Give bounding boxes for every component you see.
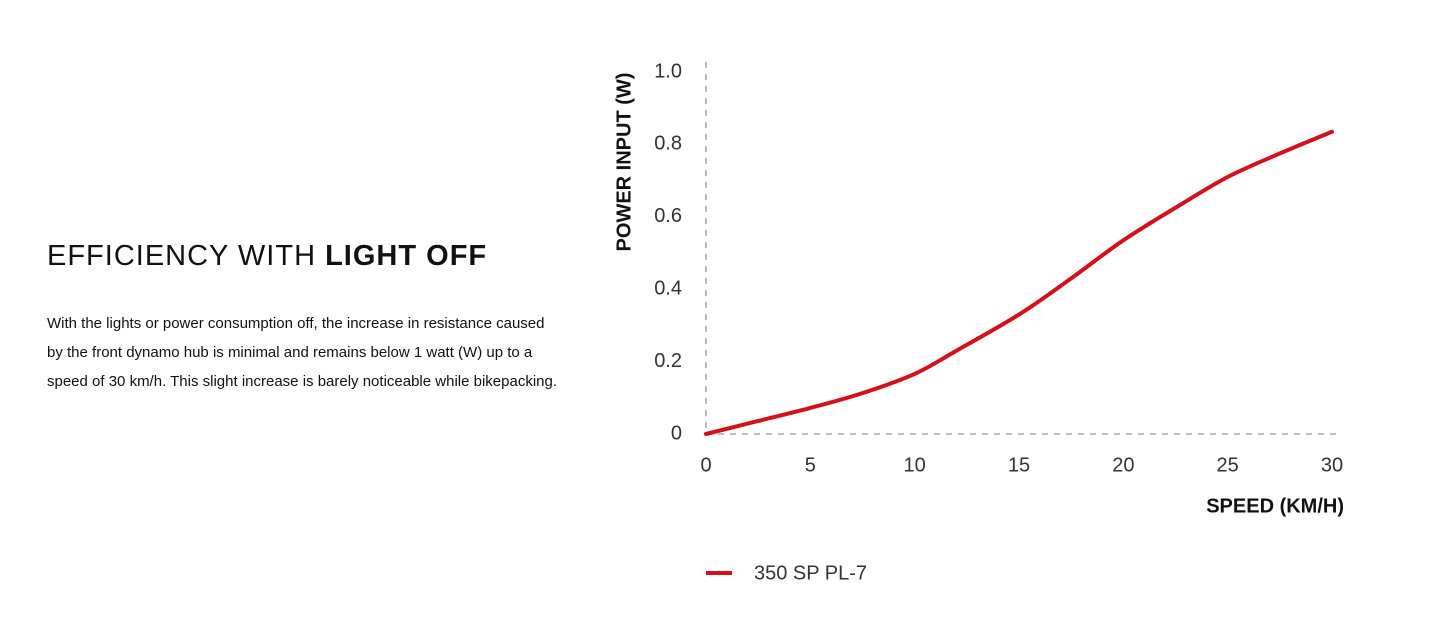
x-axis-label: SPEED (KM/H)	[1206, 495, 1344, 517]
line	[704, 129, 1334, 436]
heading: EFFICIENCY WITH LIGHT OFF	[47, 240, 557, 273]
y-tick-label: 0.4	[654, 277, 682, 299]
text-block: EFFICIENCY WITH LIGHT OFF With the light…	[47, 240, 557, 396]
y-tick-label: 0.2	[654, 350, 682, 372]
x-tick-label: 25	[1217, 454, 1239, 476]
y-axis-label: POWER INPUT (W)	[613, 73, 635, 252]
x-tick-label: 15	[1008, 454, 1030, 476]
y-tick-label: 0.8	[654, 133, 682, 155]
x-tick-label: 5	[805, 454, 816, 476]
x-tick-label: 30	[1321, 454, 1343, 476]
y-tick-label: 1.0	[654, 60, 682, 82]
heading-bold: LIGHT OFF	[325, 240, 488, 272]
legend-label: 350 SP PL-7	[754, 562, 867, 584]
x-tick-label: 0	[700, 454, 711, 476]
heading-light: EFFICIENCY WITH	[47, 240, 317, 272]
y-tick-label: 0.6	[654, 205, 682, 227]
description: With the lights or power consumption off…	[47, 315, 557, 390]
x-tick-label: 20	[1112, 454, 1134, 476]
y-tick-label: 0	[671, 422, 682, 444]
x-tick-label: 10	[904, 454, 926, 476]
